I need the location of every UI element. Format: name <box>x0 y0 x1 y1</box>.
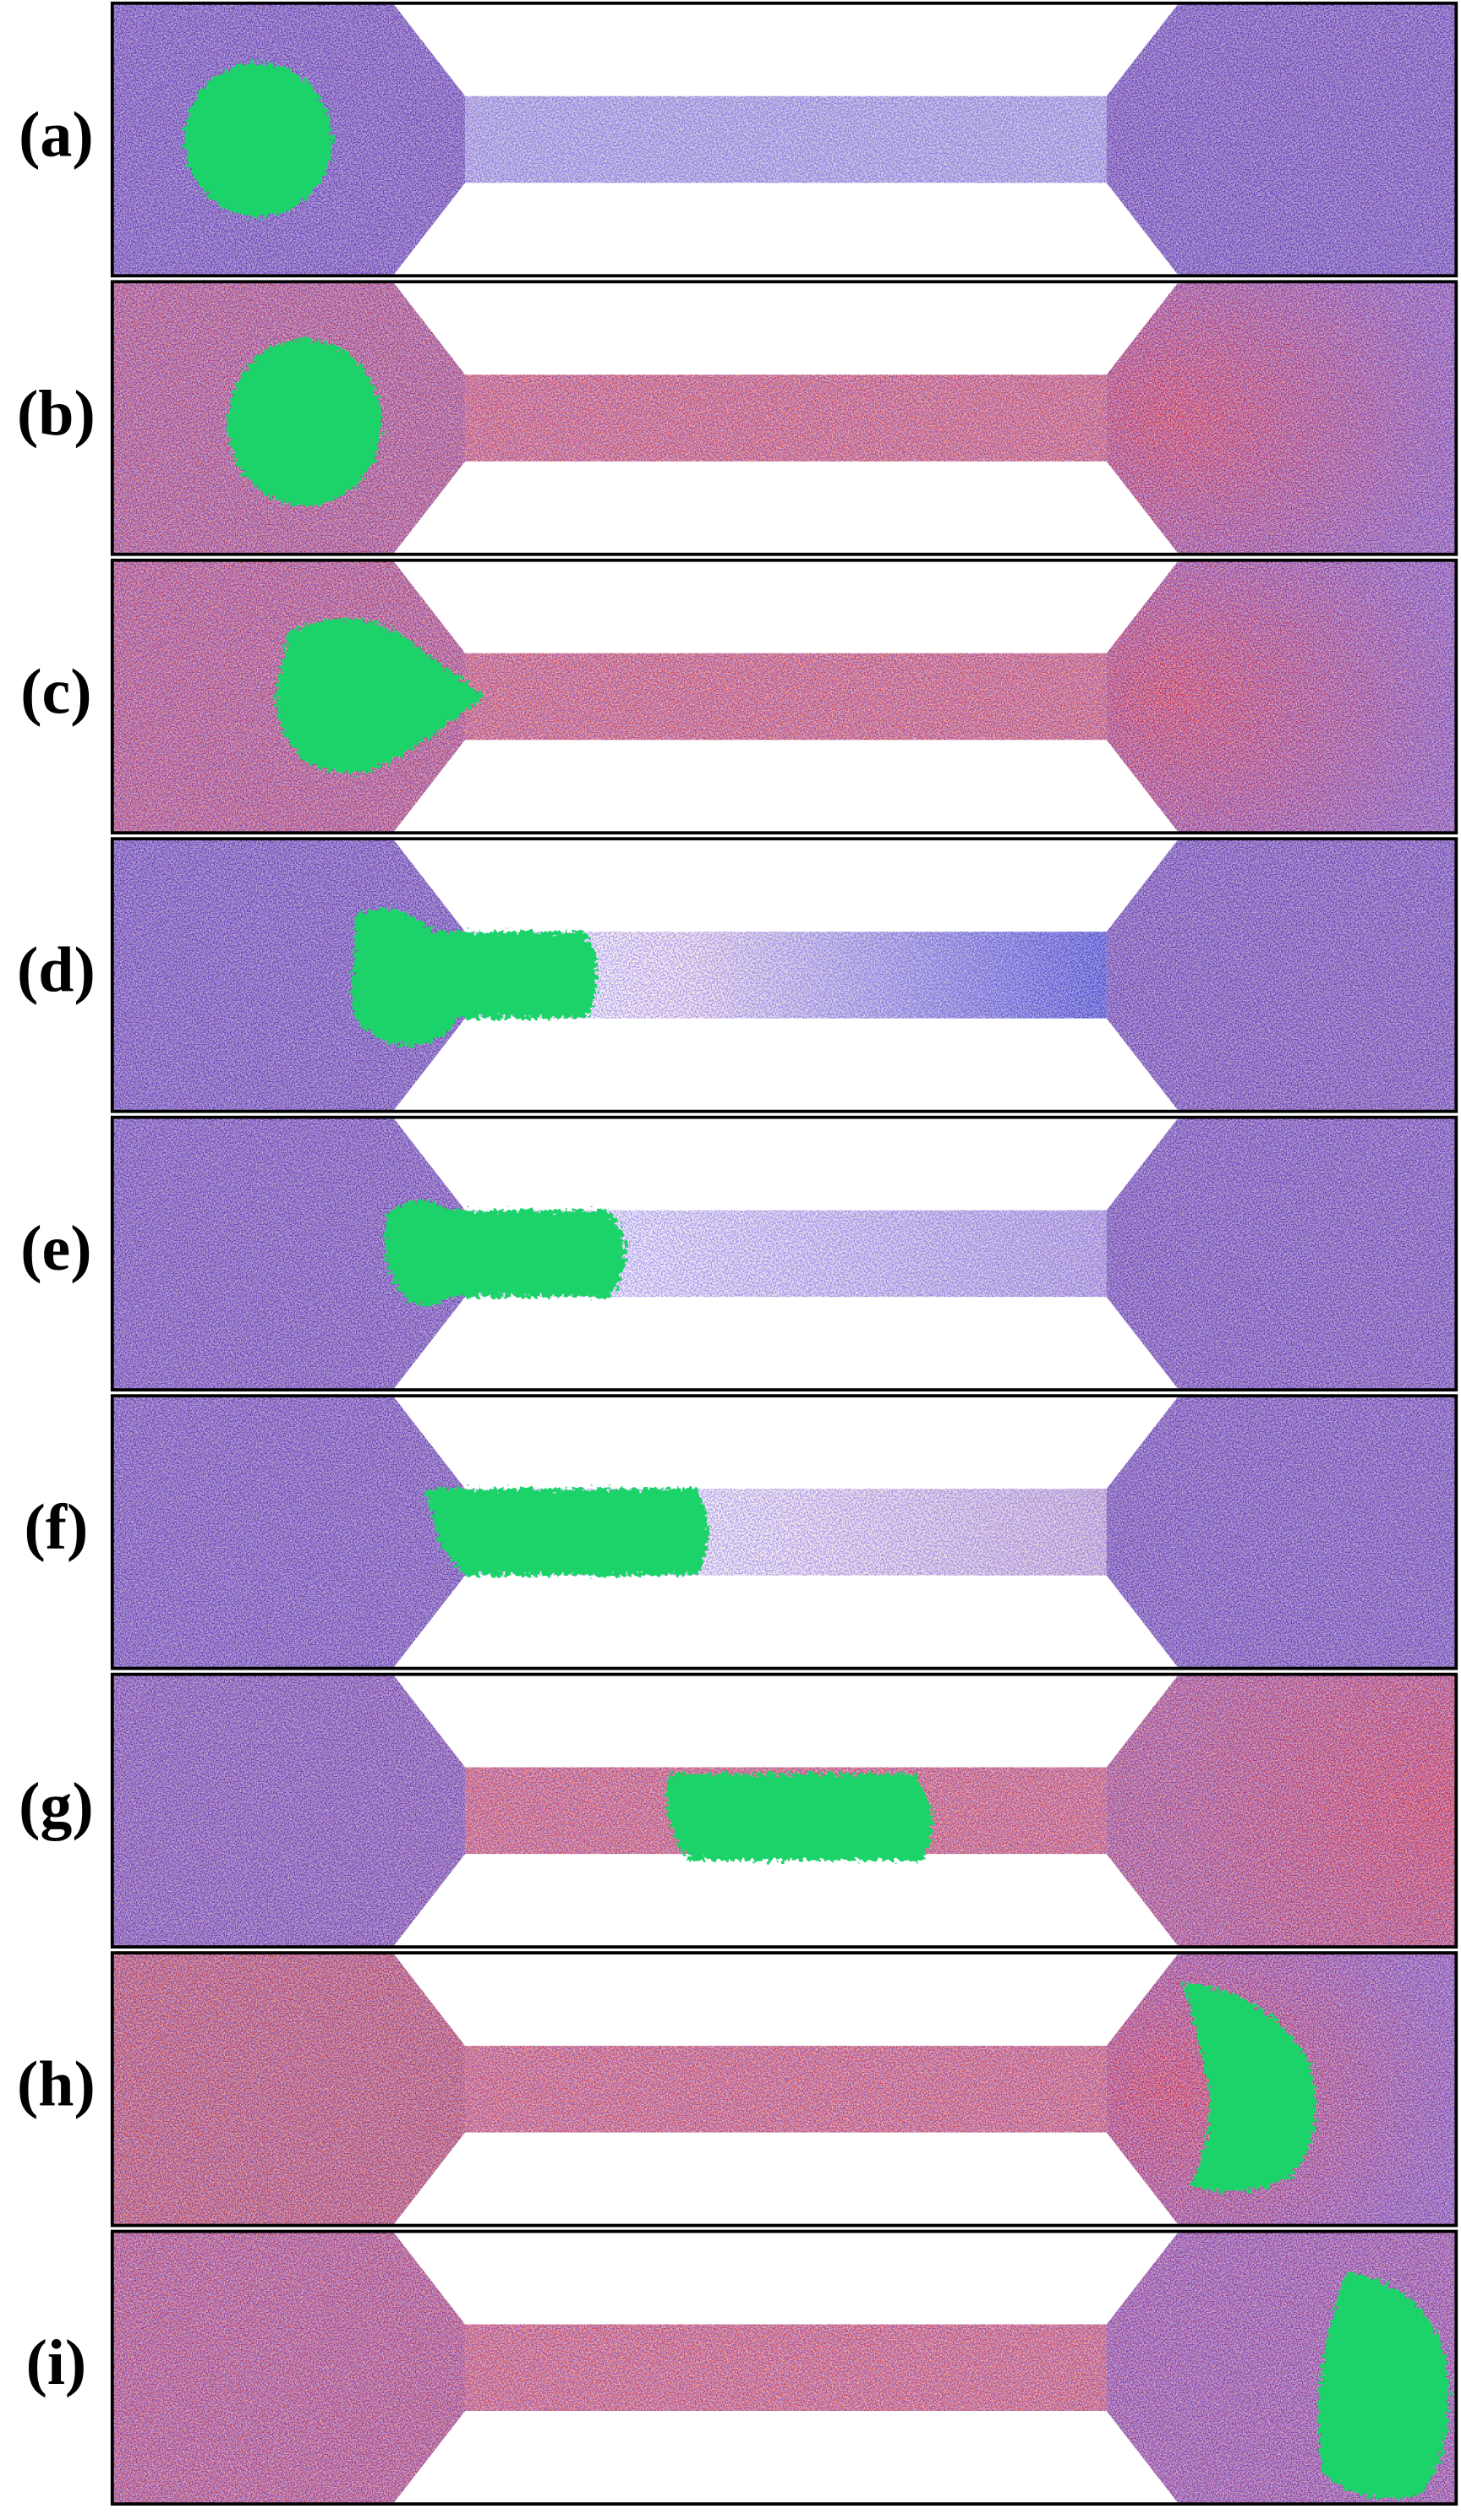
panel-border <box>110 280 1458 556</box>
panel-border <box>110 1672 1458 1949</box>
panel-label: (a) <box>19 99 93 170</box>
panel-border <box>110 558 1458 835</box>
panel <box>110 1672 1458 1949</box>
panel <box>110 837 1458 1113</box>
panel-label: (d) <box>17 935 96 1006</box>
panel <box>110 1394 1458 1670</box>
panel-label: (c) <box>20 656 91 727</box>
panel <box>110 1 1458 278</box>
panel-border <box>110 1 1458 278</box>
panel-label: (b) <box>17 378 96 449</box>
panel-border <box>110 1115 1458 1392</box>
droplet <box>424 1489 709 1576</box>
panel-label: (i) <box>26 2327 87 2398</box>
panel <box>110 558 1458 835</box>
panel <box>110 1951 1458 2228</box>
panel-label: (g) <box>19 1770 93 1841</box>
droplet <box>351 908 598 1046</box>
panel <box>110 2229 1458 2506</box>
droplet <box>184 62 332 217</box>
panel-border <box>110 2229 1458 2506</box>
panel-border <box>110 1394 1458 1670</box>
panel-label: (e) <box>20 1213 91 1284</box>
panel-label: (h) <box>17 2049 96 2120</box>
panel-border <box>110 1951 1458 2228</box>
droplet <box>666 1774 933 1861</box>
droplet <box>1318 2271 1449 2499</box>
panel <box>110 280 1458 556</box>
droplet <box>384 1200 626 1307</box>
droplet <box>276 618 484 773</box>
droplet <box>227 339 382 506</box>
panels: (a) (b) (c) (d) (e) (f) (g) (h) (i) <box>17 1 1458 2506</box>
panel <box>110 1115 1458 1392</box>
panel-label: (f) <box>25 1492 89 1563</box>
droplet <box>1183 1982 1316 2192</box>
panel-border <box>110 837 1458 1113</box>
